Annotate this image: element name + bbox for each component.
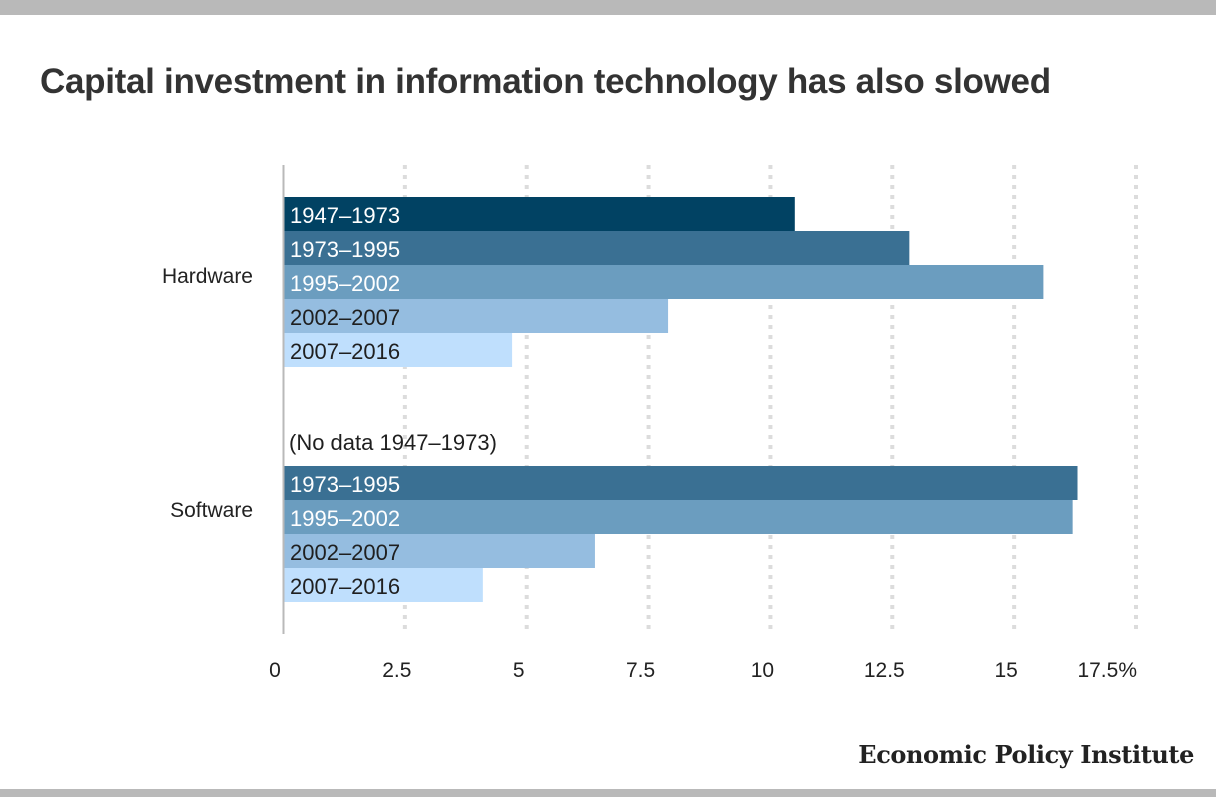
- x-tick-label: 7.5: [626, 659, 655, 682]
- x-tick-label: 0: [269, 659, 281, 682]
- x-tick-label: 12.5: [864, 659, 905, 682]
- bar: [283, 466, 1078, 500]
- bar: [283, 333, 513, 367]
- bar-label: 2007–2016: [290, 574, 400, 599]
- x-tick-label: 2.5: [382, 659, 411, 682]
- group-note: (No data 1947–1973): [289, 430, 497, 455]
- bar-label: 1995–2002: [290, 271, 400, 296]
- bar-label: 1973–1995: [290, 237, 400, 262]
- bar-label: 2002–2007: [290, 540, 400, 565]
- chart-title: Capital investment in information techno…: [40, 62, 1051, 101]
- bar-label: 1995–2002: [290, 506, 400, 531]
- bar-label: 1947–1973: [290, 203, 400, 228]
- category-label: Software: [170, 499, 253, 522]
- bar-label: 2002–2007: [290, 305, 400, 330]
- x-tick-label: 17.5%: [1077, 659, 1137, 682]
- bar: [283, 568, 483, 602]
- x-tick-label: 5: [513, 659, 525, 682]
- bar-label: 1973–1995: [290, 472, 400, 497]
- bottom-border-strip: [0, 789, 1216, 797]
- top-border-strip: [0, 0, 1216, 15]
- bar: [283, 231, 910, 265]
- bar: [283, 534, 595, 568]
- x-tick-label: 10: [751, 659, 774, 682]
- bar: [283, 197, 795, 231]
- bar: [283, 265, 1044, 299]
- bar: [283, 299, 669, 333]
- source-logo: Economic Policy Institute: [858, 740, 1194, 769]
- x-tick-label: 15: [994, 659, 1017, 682]
- bar-label: 2007–2016: [290, 339, 400, 364]
- category-label: Hardware: [162, 265, 253, 288]
- bar: [283, 500, 1073, 534]
